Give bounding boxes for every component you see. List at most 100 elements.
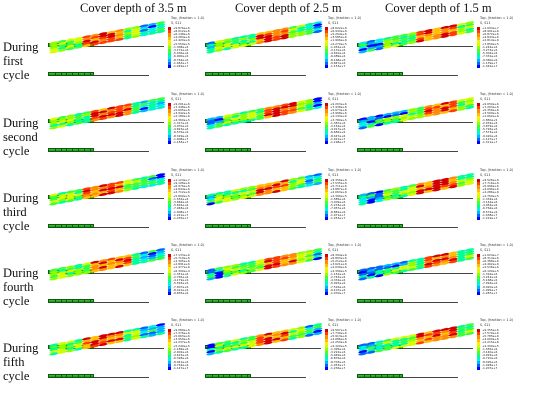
contour-segment bbox=[155, 182, 166, 186]
legend-row: +2.143e+6 bbox=[325, 115, 355, 119]
legend-row: +2.536e+6 bbox=[477, 266, 507, 270]
contour-segment bbox=[312, 103, 323, 107]
contour-segment bbox=[448, 335, 458, 339]
contour-segment bbox=[49, 48, 59, 52]
contour-segment bbox=[456, 103, 467, 107]
contour-segment bbox=[73, 188, 84, 192]
contour-segment bbox=[90, 190, 100, 194]
legend-value: +7.438e+6 bbox=[330, 104, 347, 109]
contour-segment bbox=[440, 28, 450, 32]
lower-ground-block bbox=[205, 148, 251, 152]
contour-segment bbox=[366, 348, 376, 352]
contour-segment bbox=[280, 31, 290, 35]
contour-segment bbox=[131, 108, 141, 112]
contour-segment bbox=[139, 107, 149, 111]
contour-segment bbox=[90, 111, 100, 115]
contour-segment bbox=[399, 192, 409, 196]
row-label-second-cycle: During second cycle bbox=[3, 116, 39, 158]
contour-segment bbox=[57, 341, 67, 345]
contour-segment bbox=[399, 35, 409, 39]
contour-segment bbox=[239, 117, 249, 121]
contour-segment bbox=[98, 338, 108, 342]
legend-row: +7.535e+6 bbox=[325, 181, 355, 186]
legend-row: +4.390e+5 bbox=[325, 269, 355, 274]
contour-segment bbox=[382, 265, 393, 270]
contour-segment bbox=[147, 29, 158, 33]
contour-segment bbox=[106, 37, 117, 41]
contour-segment bbox=[90, 187, 100, 191]
contour-segment bbox=[155, 21, 166, 25]
contour-segment bbox=[239, 37, 249, 41]
contour-segment bbox=[230, 190, 241, 195]
contour-segment bbox=[247, 116, 257, 120]
contour-segment bbox=[374, 116, 385, 120]
lower-ground-block bbox=[48, 299, 94, 303]
contour-segment bbox=[131, 334, 141, 338]
legend-value: +5.800e+5 bbox=[173, 193, 190, 198]
contour-segment bbox=[271, 337, 282, 341]
contour-segment bbox=[407, 190, 417, 194]
legend-row: -1.351e+6 bbox=[168, 272, 198, 277]
contour-segment bbox=[98, 192, 108, 197]
legend-swatch bbox=[325, 112, 329, 116]
contour-segment bbox=[399, 114, 409, 118]
contour-panel: Top, (fraction = 1.0) S, S11 +9.355e+6 +7.5… bbox=[357, 316, 513, 391]
legend-value: +1.662e+6 bbox=[482, 114, 499, 119]
contour-segment bbox=[271, 189, 282, 193]
contour-segment bbox=[382, 340, 393, 345]
legend-row: -6.328e+6 bbox=[168, 357, 198, 361]
contour-segment bbox=[382, 272, 393, 276]
contour-segment bbox=[271, 339, 282, 343]
contour-segment bbox=[423, 260, 434, 264]
stress-contour-band bbox=[49, 97, 166, 130]
contour-segment bbox=[255, 334, 265, 338]
contour-segment bbox=[82, 266, 92, 270]
legend-swatch bbox=[477, 289, 481, 293]
legend-value: -2.765e+6 bbox=[173, 275, 189, 280]
legend-value: +2.215e+6 bbox=[482, 340, 499, 345]
legend-row: +2.814e+6 bbox=[477, 39, 507, 43]
legend-value: -3.172e+6 bbox=[173, 48, 189, 53]
contour-segment bbox=[90, 267, 100, 271]
legend-row: +9.050e+6 bbox=[477, 102, 507, 107]
contour-segment bbox=[415, 191, 426, 195]
contour-segment bbox=[391, 189, 401, 193]
contour-segment bbox=[366, 346, 376, 350]
contour-segment bbox=[304, 327, 315, 331]
contour-segment bbox=[73, 112, 84, 116]
contour-segment bbox=[206, 275, 216, 279]
lower-ground-line bbox=[251, 377, 306, 378]
contour-segment bbox=[147, 329, 158, 333]
legend-row: -7.057e+6 bbox=[325, 207, 355, 211]
legend-row: +4.843e+6 bbox=[477, 36, 507, 40]
legend-value: -1.038e+7 bbox=[482, 212, 498, 217]
contour-segment bbox=[296, 109, 306, 113]
contour-panel: Top, (fraction = 1.0) S, S11 +9.050e+6 +7.2… bbox=[357, 90, 513, 165]
contour-segment bbox=[263, 259, 274, 263]
contour-segment bbox=[382, 41, 393, 45]
contour-segment bbox=[263, 191, 274, 195]
legend-value: -1.053e+7 bbox=[330, 362, 346, 367]
contour-segment bbox=[366, 200, 376, 204]
legend-row: -4.954e+6 bbox=[477, 203, 507, 208]
contour-segment bbox=[222, 192, 233, 196]
upper-ground-line bbox=[94, 46, 164, 47]
contour-segment bbox=[440, 110, 450, 114]
contour-segment bbox=[407, 38, 417, 42]
legend-value: +9.201e+6 bbox=[173, 101, 190, 106]
stress-legend: +1.024e+7 +8.314e+6 +6.388e+6 +4.462e+6 +2.5… bbox=[477, 253, 507, 296]
contour-segment bbox=[230, 45, 241, 49]
contour-segment bbox=[98, 184, 108, 188]
contour-segment bbox=[131, 104, 141, 108]
contour-segment bbox=[374, 346, 385, 351]
contour-segment bbox=[391, 268, 401, 272]
contour-segment bbox=[123, 107, 133, 111]
contour-segment bbox=[288, 186, 298, 190]
legend-value: +8.314e+6 bbox=[482, 255, 499, 260]
legend-row: +7.740e+6 bbox=[325, 331, 355, 336]
contour-segment bbox=[57, 198, 67, 202]
contour-segment bbox=[423, 31, 434, 35]
contour-segment bbox=[296, 104, 306, 108]
contour-segment bbox=[147, 179, 158, 183]
contour-segment bbox=[304, 177, 315, 181]
